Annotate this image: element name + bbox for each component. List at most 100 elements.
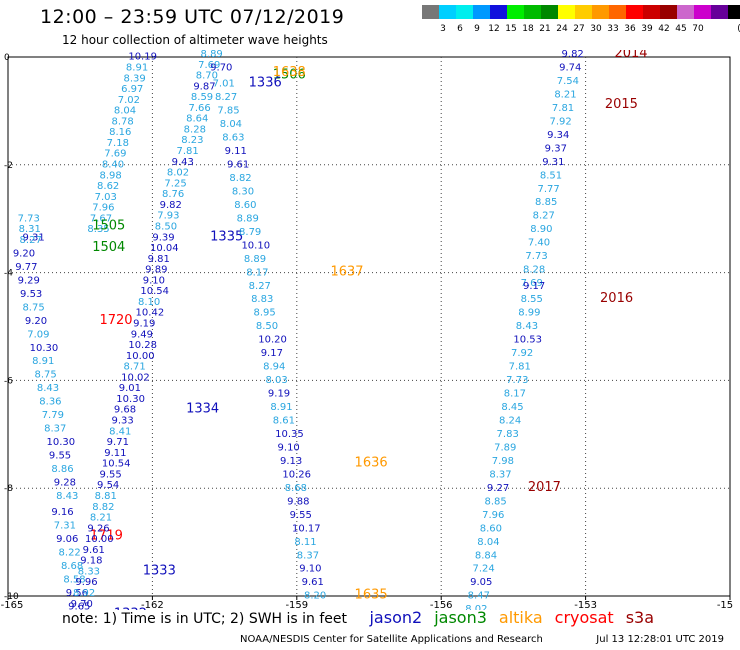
color-swatch (541, 5, 558, 19)
swh-value: 8.22 (59, 548, 81, 559)
swh-value: 7.81 (509, 362, 531, 373)
swh-value: 8.89 (244, 254, 266, 265)
swh-value: 9.10 (299, 564, 321, 575)
swh-value: 8.85 (535, 197, 557, 208)
swh-value: 6.97 (121, 84, 143, 95)
swh-value: 8.76 (162, 189, 184, 200)
swh-value: 8.50 (256, 321, 278, 332)
swh-value: 8.83 (251, 294, 273, 305)
color-scale-label: 39 (641, 24, 653, 34)
color-swatch (575, 5, 592, 19)
swh-value: 8.60 (480, 523, 502, 534)
swh-value: 8.02 (465, 604, 487, 610)
swh-value: 8.10 (138, 297, 160, 308)
swh-value: 8.11 (294, 537, 316, 548)
swh-value: 8.91 (32, 356, 54, 367)
satellite-legend: jason2 jason3 altika cryosat s3a (357, 608, 654, 627)
color-swatch (558, 5, 575, 19)
swh-value: 8.64 (186, 114, 208, 125)
swh-value: 8.94 (263, 362, 285, 373)
y-tick-label: -8 (4, 484, 13, 494)
swh-value: 9.55 (99, 469, 121, 480)
swh-value: 10.42 (136, 308, 165, 319)
swh-value: 9.89 (145, 265, 167, 276)
swh-value: 9.37 (545, 143, 567, 154)
swh-value: 8.28 (184, 124, 206, 135)
color-swatch (473, 5, 490, 19)
swh-value: 9.11 (225, 146, 247, 157)
swh-value: 9.39 (152, 232, 174, 243)
swh-value: 8.99 (518, 308, 540, 319)
swh-value: 8.59 (191, 92, 213, 103)
altimeter-map: -165 -162 -159 -156 -153 -15 0 -2 -4 -6 -8 -10 10.19… (1, 50, 734, 610)
y-tick-label: -10 (4, 592, 19, 602)
pass-label: 1720 (99, 313, 132, 328)
color-scale-label: 36 (624, 24, 636, 34)
swh-value: 8.37 (489, 469, 511, 480)
swh-value: 9.53 (20, 289, 42, 300)
swh-value: 7.03 (95, 192, 117, 203)
swh-value: 9.43 (172, 157, 194, 168)
swh-value: 7.67 (90, 213, 112, 224)
swh-value: 10.30 (30, 343, 59, 354)
color-swatch (524, 5, 541, 19)
pass-label: 2017 (528, 480, 561, 495)
credit-text: NOAA/NESDIS Center for Satellite Applica… (240, 634, 543, 645)
swh-value: 7.69 (521, 278, 543, 289)
color-swatch (490, 5, 507, 19)
swh-value: 10.30 (47, 437, 76, 448)
color-swatch (677, 5, 694, 19)
pass-label: 1335 (210, 229, 243, 244)
swh-value: 8.27 (249, 281, 271, 292)
swh-value: 8.89 (237, 213, 259, 224)
color-scale-label: 3 (440, 24, 446, 34)
swh-value: 8.47 (468, 591, 490, 602)
legend-sat-jason2: jason2 (369, 608, 423, 627)
swh-value: 9.17 (261, 348, 283, 359)
color-scale-label: 12 (488, 24, 500, 34)
swh-value: 7.83 (497, 429, 519, 440)
pass-label: 1332 (114, 607, 147, 610)
swh-value: 9.27 (487, 483, 509, 494)
swh-value: 9.61 (83, 545, 105, 556)
swh-value: 7.18 (107, 138, 129, 149)
x-tick-label: -15 (717, 600, 733, 610)
color-scale-label: 30 (590, 24, 602, 34)
pass-label: 1334 (186, 402, 219, 417)
swh-value: 7.01 (213, 79, 235, 90)
swh-value: 10.28 (128, 340, 157, 351)
swh-value: 9.68 (114, 405, 136, 416)
swh-value: 9.26 (87, 523, 109, 534)
swh-value: 9.33 (111, 416, 133, 427)
x-tick-label: -153 (574, 600, 597, 610)
swh-value: 10.54 (140, 286, 169, 297)
swh-value: 8.82 (92, 502, 114, 513)
swh-value: 8.41 (109, 426, 131, 437)
legend-sat-cryosat: cryosat (554, 608, 614, 627)
swh-value: 10.19 (128, 52, 157, 63)
swh-value: 8.78 (111, 116, 133, 127)
swh-value: 8.27 (533, 211, 555, 222)
swh-value: 8.27 (20, 235, 42, 246)
swh-value: 9.17 (523, 281, 545, 292)
swh-value: 9.05 (470, 577, 492, 588)
swh-value: 8.62 (97, 181, 119, 192)
swh-value: 7.77 (537, 184, 559, 195)
color-scale-label: 6 (457, 24, 463, 34)
swh-value: 9.56 (66, 588, 88, 599)
swh-value: 9.87 (193, 81, 215, 92)
swh-value: 8.60 (234, 200, 256, 211)
swh-value: 7.81 (552, 103, 574, 114)
swh-value: 7.25 (164, 178, 186, 189)
swh-value: 10.54 (102, 459, 131, 470)
swh-value: 8.58 (63, 575, 85, 586)
swh-value: 7.09 (27, 329, 49, 340)
color-swatch (728, 5, 740, 19)
swh-value: 9.19 (268, 389, 290, 400)
swh-value: 10.20 (258, 335, 287, 346)
color-swatch (507, 5, 524, 19)
swh-value: 9.96 (75, 577, 97, 588)
swh-value: 8.68 (61, 561, 83, 572)
swh-value: 7.96 (482, 510, 504, 521)
